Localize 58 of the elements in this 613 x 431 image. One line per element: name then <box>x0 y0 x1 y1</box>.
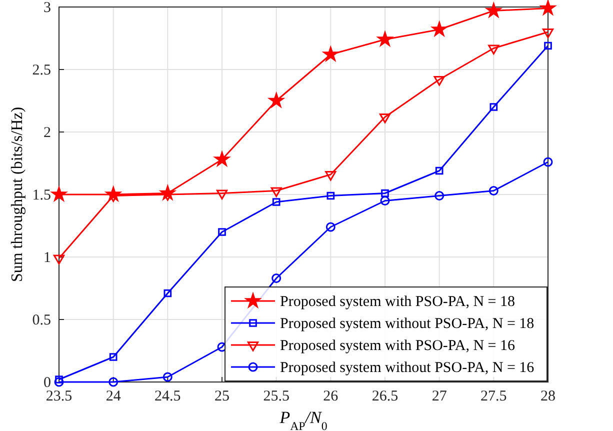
y-tick-label: 2 <box>44 124 51 141</box>
x-axis-title: P$_{AP}$/N$_{0}$ <box>278 408 328 431</box>
legend-label: Proposed system with PSO-PA, N = 18 <box>280 294 516 310</box>
x-tick-label: 24 <box>106 388 122 405</box>
point <box>432 22 447 36</box>
point <box>542 28 554 38</box>
point <box>435 166 444 175</box>
point <box>540 0 556 15</box>
point <box>378 32 392 46</box>
legend-label: Proposed system without PSO-PA, N = 18 <box>280 316 534 332</box>
y-tick-label: 1.5 <box>32 187 51 204</box>
point <box>272 198 280 206</box>
x-tick-label: 26 <box>323 388 339 405</box>
y-tick-label: 3 <box>44 0 51 16</box>
point <box>434 191 444 200</box>
point <box>54 377 64 387</box>
x-tick-label: 25.5 <box>263 388 290 405</box>
point <box>272 274 282 283</box>
point <box>55 376 63 384</box>
point <box>164 289 172 298</box>
point <box>162 372 172 382</box>
point <box>434 76 445 86</box>
point <box>216 190 228 200</box>
x-tick-label: 25 <box>214 388 230 405</box>
point <box>270 187 282 198</box>
point <box>486 3 502 18</box>
point <box>379 113 391 124</box>
y-axis-title: Sum throughput (bits/s/Hz) <box>9 106 26 282</box>
point <box>544 42 552 50</box>
point <box>380 196 390 206</box>
point <box>325 170 336 181</box>
x-tick-label: 23.5 <box>46 388 72 405</box>
point <box>326 192 335 200</box>
point <box>326 222 336 232</box>
point <box>381 189 389 198</box>
legend-label: Proposed system with PSO-PA, N = 16 <box>280 338 516 354</box>
point <box>543 157 553 167</box>
y-tick-label: 1 <box>44 250 51 266</box>
legend-label: Proposed system without PSO-PA, N = 16 <box>280 360 535 376</box>
x-tick-label: 26.5 <box>372 388 398 405</box>
y-tick-label: 0.5 <box>32 312 51 328</box>
x-tick-label: 27 <box>432 388 448 405</box>
point <box>53 254 65 265</box>
x-tick-label: 28 <box>540 388 556 405</box>
y-tick-label: 0 <box>44 374 51 391</box>
point <box>323 46 338 61</box>
point <box>214 152 230 166</box>
point <box>488 186 498 196</box>
x-tick-label: 24.5 <box>154 388 181 405</box>
point <box>488 44 500 55</box>
point <box>268 93 284 108</box>
x-tick-label: 27.5 <box>480 388 507 405</box>
point <box>218 228 226 236</box>
point <box>108 377 118 387</box>
point <box>109 353 118 361</box>
point <box>490 103 498 111</box>
point <box>52 186 66 201</box>
y-tick-label: 2.5 <box>32 62 51 78</box>
